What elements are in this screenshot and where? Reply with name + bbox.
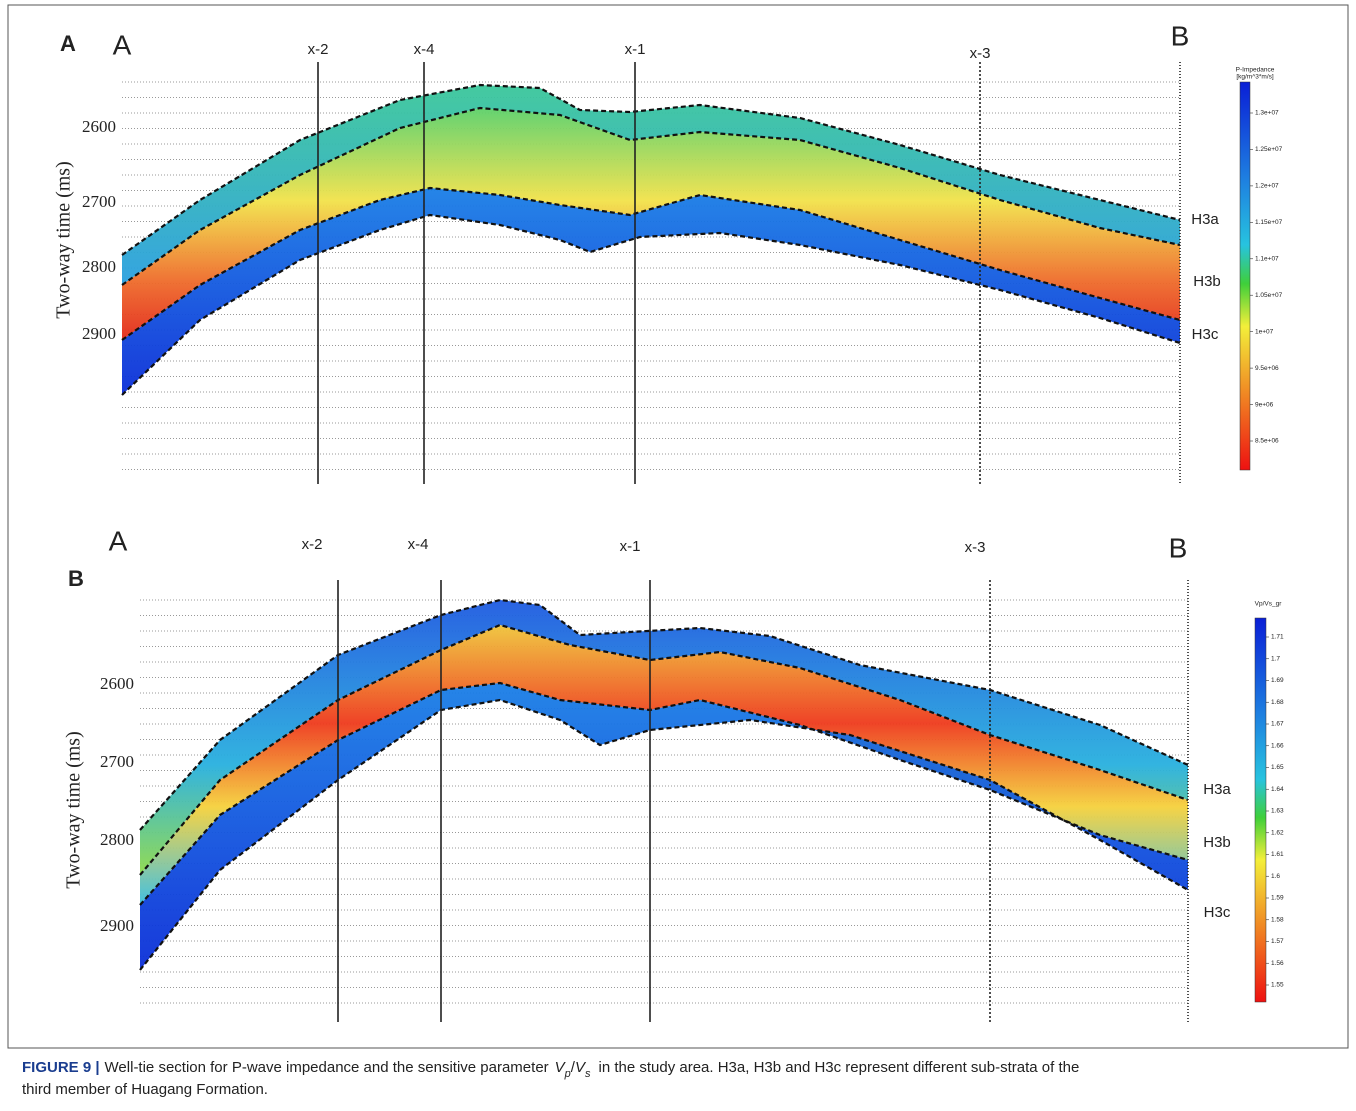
well-name: x-3 — [970, 45, 991, 62]
horizon-label: H3a — [1203, 781, 1231, 798]
colorbar-tick-label: 1.66 — [1271, 742, 1284, 749]
horizon-label: H3c — [1192, 326, 1219, 343]
colorbar-tick-label: 1.57 — [1271, 938, 1284, 945]
colorbar-title: Vp/Vs_gr — [1255, 601, 1283, 608]
section-end-right: B — [1169, 532, 1188, 563]
y-tick-label: 2900 — [100, 916, 134, 935]
colorbar-tick-label: 1.63 — [1271, 808, 1284, 815]
seismic-layer — [122, 188, 1180, 395]
well-name: x-4 — [414, 41, 435, 58]
colorbar-tick-label: 1.59 — [1271, 895, 1284, 902]
horizon-line — [121, 106, 1181, 286]
caption: FIGURE 9 | Well-tie section for P-wave im… — [22, 1059, 1079, 1080]
horizon-line — [121, 83, 1181, 256]
horizon-line — [121, 186, 1181, 341]
colorbar-tick-label: 1.58 — [1271, 916, 1284, 923]
colorbar-tick-label: 1.64 — [1271, 786, 1284, 793]
y-axis-label: Two-way time (ms) — [63, 731, 85, 888]
y-tick-label: 2700 — [100, 752, 134, 771]
colorbar-tick-label: 1.65 — [1271, 764, 1284, 771]
colorbar-tick-label: 1.61 — [1271, 851, 1284, 858]
caption-text: p — [564, 1068, 571, 1080]
colorbar-tick-label: 9e+06 — [1255, 401, 1274, 408]
colorbar-tick-label: 9.5e+06 — [1255, 365, 1279, 372]
y-tick-label: 2600 — [82, 117, 116, 136]
caption-text: Well-tie section for P-wave impedance an… — [105, 1059, 549, 1076]
horizon-label: H3a — [1191, 211, 1219, 228]
caption-text: in the study area. H3a, H3b and H3c repr… — [598, 1059, 1079, 1076]
y-tick-label: 2800 — [100, 830, 134, 849]
well-name: x-4 — [408, 536, 429, 553]
caption-text: V — [575, 1059, 587, 1076]
colorbar-title: P-Impedance — [1236, 67, 1275, 74]
colorbar-tick-label: 1.2e+07 — [1255, 183, 1279, 190]
colorbar-tick-label: 8.5e+06 — [1255, 438, 1279, 445]
colorbar-tick-label: 1.6 — [1271, 873, 1280, 880]
caption-text: s — [585, 1068, 591, 1080]
y-tick-label: 2600 — [100, 674, 134, 693]
horizon-label: H3b — [1203, 834, 1231, 851]
y-tick-label: 2900 — [82, 324, 116, 343]
colorbar-tick-label: 1.55 — [1271, 982, 1284, 989]
section-end-left: A — [109, 525, 128, 556]
section-end-right: B — [1171, 20, 1190, 51]
well-name: x-2 — [302, 536, 323, 553]
colorbar-tick-label: 1.56 — [1271, 960, 1284, 967]
colorbar — [1254, 617, 1267, 1003]
well-name: x-2 — [308, 41, 329, 58]
horizon-line — [139, 598, 1189, 831]
y-tick-label: 2800 — [82, 257, 116, 276]
caption-line: third member of Huagang Formation. — [22, 1081, 268, 1098]
panel-label: A — [60, 31, 76, 56]
colorbar-tick-label: 1.15e+07 — [1255, 219, 1283, 226]
colorbar-tick-label: 1.67 — [1271, 721, 1284, 728]
panel: x-2 x-4 x-1 x-3 A A B 2600 2700 2800 2900 Two-way t… — [53, 20, 1283, 484]
section-end-left: A — [113, 29, 132, 60]
colorbar-tick-label: 1.3e+07 — [1255, 110, 1279, 117]
colorbar-tick-label: 1.1e+07 — [1255, 255, 1279, 262]
caption-text: V — [555, 1059, 567, 1076]
horizon-label: H3c — [1204, 904, 1231, 921]
well-name: x-1 — [620, 538, 641, 555]
horizon-label: H3b — [1193, 273, 1221, 290]
seismic-layer — [140, 625, 1188, 905]
colorbar-tick-label: 1.7 — [1271, 655, 1280, 662]
seismic-layer — [122, 85, 1180, 285]
well-name: x-1 — [625, 41, 646, 58]
well-name: x-3 — [965, 539, 986, 556]
caption-text: / — [571, 1059, 576, 1076]
y-tick-label: 2700 — [82, 192, 116, 211]
frame — [7, 4, 1349, 1049]
colorbar-tick-label: 1.05e+07 — [1255, 292, 1283, 299]
colorbar-tick-label: 1.69 — [1271, 677, 1284, 684]
seismic-layer — [122, 108, 1180, 340]
colorbar-tick-label: 1.68 — [1271, 699, 1284, 706]
colorbar — [1239, 81, 1251, 471]
colorbar-tick-label: 1e+07 — [1255, 328, 1274, 335]
caption-label: FIGURE 9 | — [22, 1059, 100, 1076]
y-axis-label: Two-way time (ms) — [53, 161, 75, 318]
colorbar-title: [kg/m^3*m/s] — [1236, 74, 1274, 81]
panel-label: B — [68, 566, 84, 591]
colorbar-tick-label: 1.25e+07 — [1255, 146, 1283, 153]
colorbar-tick-label: 1.71 — [1271, 634, 1284, 641]
colorbar-tick-label: 1.62 — [1271, 829, 1284, 836]
